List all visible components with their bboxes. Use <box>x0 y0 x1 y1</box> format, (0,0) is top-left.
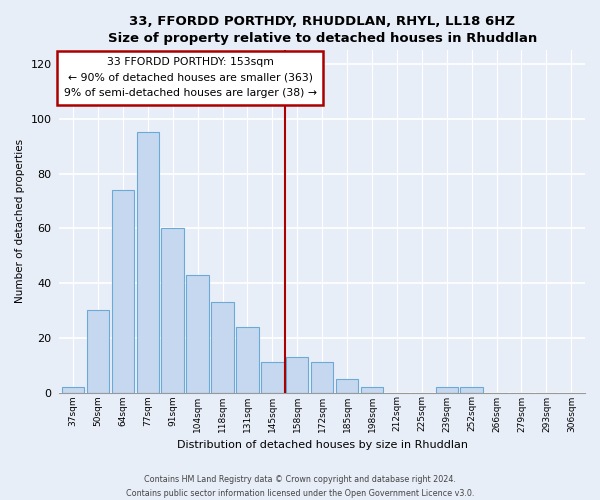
Bar <box>261 362 284 392</box>
Bar <box>336 379 358 392</box>
Bar <box>236 327 259 392</box>
X-axis label: Distribution of detached houses by size in Rhuddlan: Distribution of detached houses by size … <box>176 440 467 450</box>
Bar <box>211 302 234 392</box>
Bar <box>436 387 458 392</box>
Text: Contains HM Land Registry data © Crown copyright and database right 2024.
Contai: Contains HM Land Registry data © Crown c… <box>126 476 474 498</box>
Bar <box>187 275 209 392</box>
Bar <box>460 387 483 392</box>
Text: 33 FFORDD PORTHDY: 153sqm
← 90% of detached houses are smaller (363)
9% of semi-: 33 FFORDD PORTHDY: 153sqm ← 90% of detac… <box>64 57 317 98</box>
Bar <box>137 132 159 392</box>
Bar <box>311 362 334 392</box>
Bar <box>161 228 184 392</box>
Title: 33, FFORDD PORTHDY, RHUDDLAN, RHYL, LL18 6HZ
Size of property relative to detach: 33, FFORDD PORTHDY, RHUDDLAN, RHYL, LL18… <box>107 15 537 45</box>
Bar <box>286 357 308 392</box>
Bar <box>361 387 383 392</box>
Y-axis label: Number of detached properties: Number of detached properties <box>15 140 25 304</box>
Bar <box>62 387 84 392</box>
Bar <box>87 310 109 392</box>
Bar <box>112 190 134 392</box>
